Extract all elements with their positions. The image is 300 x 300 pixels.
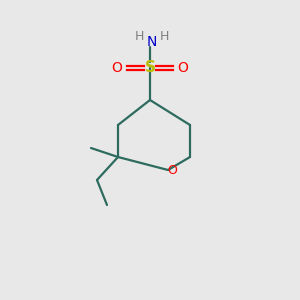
Text: H: H — [134, 29, 144, 43]
Text: H: H — [159, 29, 169, 43]
Text: O: O — [178, 61, 188, 75]
Text: O: O — [167, 164, 177, 176]
Text: S: S — [145, 61, 155, 76]
Text: O: O — [112, 61, 122, 75]
Text: N: N — [147, 35, 157, 49]
